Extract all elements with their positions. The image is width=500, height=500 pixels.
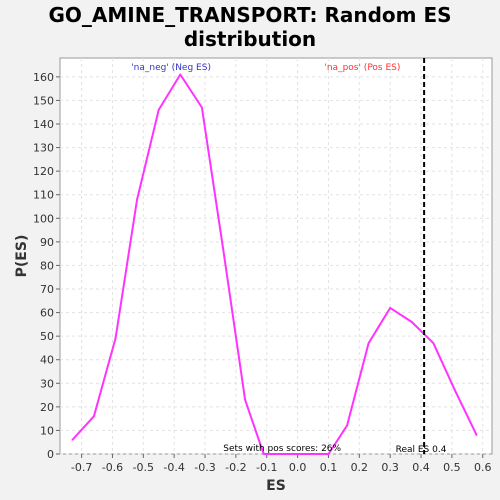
data-point [262,453,265,455]
y-tick-label: 30 [40,377,54,390]
y-tick-label: 70 [40,283,54,296]
pos-es-label: 'na_pos' (Pos ES) [324,63,400,73]
data-point [244,398,246,401]
x-tick-label: -0.1 [256,461,277,474]
data-point [93,415,95,418]
x-tick-label: 0.4 [412,461,430,474]
y-tick-label: 80 [40,259,54,272]
y-tick-label: 160 [33,71,54,84]
x-tick-label: -0.3 [194,461,215,474]
y-tick-label: 110 [33,189,54,202]
y-tick-label: 130 [33,142,54,155]
y-tick-label: 140 [33,118,54,131]
data-point [475,434,478,436]
x-tick-label: 0.1 [320,461,338,474]
data-point [410,321,413,323]
x-tick-label: 0.2 [351,461,369,474]
series-layer [71,73,478,455]
y-tick-label: 40 [40,354,54,367]
y-axis-label: P(ES) [14,235,30,278]
chart-title-line-1: GO_AMINE_TRANSPORT: Random ES [48,3,451,27]
data-point [389,307,391,309]
neg-es-label: 'na_neg' (Neg ES) [131,63,211,73]
x-tick-label: 0.0 [289,461,307,474]
x-tick-label: -0.2 [225,461,246,474]
data-point [201,106,203,109]
data-point [327,453,330,455]
x-axis-label: ES [266,478,286,494]
y-tick-label: 150 [33,94,54,107]
x-tick-label: -0.4 [163,461,184,474]
x-tick-label: -0.6 [102,461,123,474]
data-point [432,342,435,345]
x-tick-label: 0.6 [474,461,492,474]
data-point [222,250,225,253]
y-tick-label: 0 [47,448,54,461]
data-point [346,424,348,427]
axis-ticks: -0.7 -0.6 -0.5 -0.4 -0.3 -0.2 -0.1 0.0 0.1 0.2 0.3… [33,71,491,474]
data-point [71,439,74,441]
sets-with-pos-scores-label: Sets with pos scores: 26% [223,444,341,454]
data-point [114,337,117,340]
y-tick-label: 120 [33,165,54,178]
data-point [136,198,138,201]
chart-title-line-2: distribution [184,27,316,51]
es-distribution-series-line [71,73,478,455]
y-tick-label: 10 [40,424,54,437]
data-point [157,109,160,111]
plot-area [59,57,493,455]
x-tick-label: 0.5 [443,461,461,474]
data-point [367,342,370,345]
real-es-label: Real ES 0.4 [396,445,447,455]
y-tick-label: 50 [40,330,54,343]
y-tick-label: 20 [40,401,54,414]
y-tick-label: 100 [33,212,54,225]
y-tick-label: 90 [40,236,54,249]
x-tick-label: -0.7 [71,461,92,474]
x-tick-label: -0.5 [133,461,154,474]
data-point [454,389,456,392]
x-tick-label: 0.3 [381,461,399,474]
y-tick-label: 60 [40,307,54,320]
data-point [179,73,182,76]
